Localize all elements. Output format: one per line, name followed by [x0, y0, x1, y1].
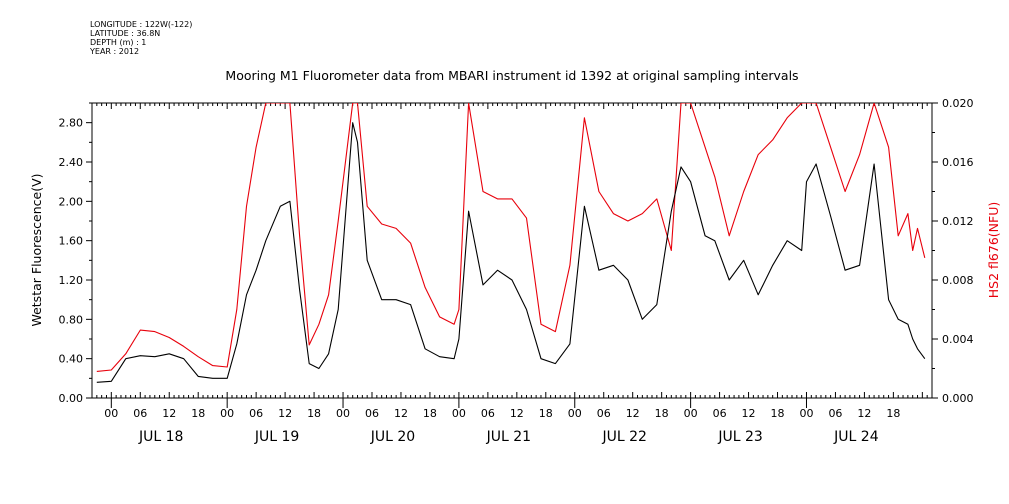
plot-area — [96, 103, 926, 383]
x-hour-tick-label: 18 — [423, 407, 437, 420]
mooring-metadata: LONGITUDE : 122W(-122) LATITUDE : 36.8N … — [90, 20, 192, 56]
meta-year: YEAR : 2012 — [90, 47, 140, 56]
x-hour-tick-label: 00 — [220, 407, 234, 420]
x-hour-tick-label: 18 — [191, 407, 205, 420]
x-hour-tick-label: 06 — [828, 407, 842, 420]
y-right-tick-label: 0.000 — [942, 392, 974, 405]
x-hour-tick-label: 06 — [481, 407, 495, 420]
meta-longitude: LONGITUDE : 122W(-122) — [90, 20, 193, 29]
x-hour-tick-label: 18 — [307, 407, 321, 420]
x-hour-tick-label: 06 — [713, 407, 727, 420]
x-hour-tick-label: 06 — [133, 407, 147, 420]
x-day-label: JUL 21 — [486, 429, 531, 445]
y-left-tick-label: 2.40 — [59, 156, 84, 169]
x-hour-tick-label: 12 — [510, 407, 524, 420]
meta-depth: DEPTH (m) : 1 — [90, 38, 147, 47]
y-left-tick-label: 0.00 — [59, 392, 84, 405]
x-hour-tick-label: 18 — [886, 407, 900, 420]
y-left-tick-label: 0.80 — [59, 313, 84, 326]
x-hour-tick-label: 12 — [742, 407, 756, 420]
meta-latitude: LATITUDE : 36.8N — [90, 29, 161, 38]
x-hour-tick-label: 00 — [684, 407, 698, 420]
y-axis-right-title: HS2 fl676(NFU) — [986, 202, 1001, 298]
x-hour-tick-label: 06 — [597, 407, 611, 420]
x-day-label: JUL 24 — [833, 429, 879, 445]
x-hour-tick-label: 06 — [365, 407, 379, 420]
x-hour-tick-label: 06 — [249, 407, 263, 420]
y-left-tick-label: 1.60 — [59, 235, 84, 248]
y-left-tick-label: 1.20 — [59, 274, 84, 287]
x-day-label: JUL 19 — [254, 429, 299, 445]
x-hour-tick-label: 12 — [278, 407, 292, 420]
y-right-tick-label: 0.008 — [942, 274, 974, 287]
y-right-tick-label: 0.004 — [942, 333, 974, 346]
x-hour-tick-label: 18 — [539, 407, 553, 420]
series-line-wetstar — [96, 122, 926, 383]
x-hour-tick-label: 12 — [394, 407, 408, 420]
y-right-tick-label: 0.020 — [942, 97, 974, 110]
y-right-tick-label: 0.016 — [942, 156, 974, 169]
y-right-tick-label: 0.012 — [942, 215, 974, 228]
y-axis-left-title: Wetstar Fluorescence(V) — [29, 173, 44, 326]
y-left-tick-label: 0.40 — [59, 353, 84, 366]
series-line-hs2 — [96, 103, 926, 372]
y-left-tick-label: 2.00 — [59, 195, 84, 208]
x-hour-tick-label: 00 — [336, 407, 350, 420]
x-hour-tick-label: 18 — [655, 407, 669, 420]
x-hour-tick-label: 12 — [162, 407, 176, 420]
x-hour-tick-label: 00 — [568, 407, 582, 420]
chart-title: Mooring M1 Fluorometer data from MBARI i… — [225, 68, 798, 83]
x-day-label: JUL 20 — [370, 429, 415, 445]
x-day-label: JUL 22 — [601, 429, 646, 445]
x-day-label: JUL 18 — [138, 429, 183, 445]
x-hour-tick-label: 18 — [771, 407, 785, 420]
x-hour-tick-label: 12 — [857, 407, 871, 420]
axes: 00 06 12 18 JUL 18 00 06 12 18 JUL 19 00 06 12 18 JUL … — [59, 97, 974, 445]
x-hour-tick-label: 12 — [626, 407, 640, 420]
x-hour-tick-label: 00 — [799, 407, 813, 420]
x-hour-tick-label: 00 — [104, 407, 118, 420]
x-hour-tick-label: 00 — [452, 407, 466, 420]
y-left-tick-label: 2.80 — [59, 117, 84, 130]
x-day-label: JUL 23 — [717, 429, 762, 445]
